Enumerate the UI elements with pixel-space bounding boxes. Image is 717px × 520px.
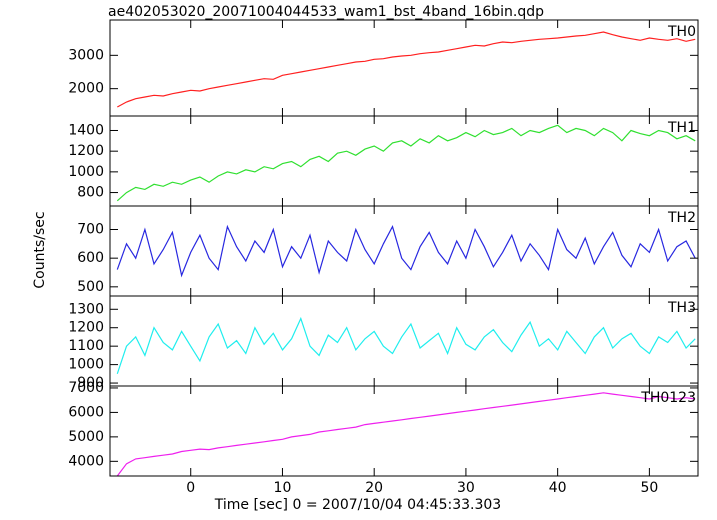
x-tick-label: 30 [457,480,475,496]
y-tick-label: 500 [77,279,104,295]
x-tick-label: 10 [274,480,292,496]
y-tick-label: 2000 [68,81,104,97]
data-line [116,316,696,374]
panel-frame [109,205,699,297]
panel-label: TH1 [667,120,696,136]
y-tick-label: 4000 [68,453,104,469]
panel-label: TH0123 [640,390,696,406]
y-tick-label: 5000 [68,429,104,445]
y-tick-label: 3000 [68,47,104,63]
x-axis-label: Time [sec] 0 = 2007/10/04 04:45:33.303 [214,497,501,513]
data-line [116,124,696,202]
panel-label: TH0 [667,24,696,40]
chart-title: ae402053020_20071004044533_wam1_bst_4ban… [108,4,544,20]
y-tick-label: 600 [77,250,104,266]
y-tick-label: 1000 [68,357,104,373]
data-line [116,392,696,476]
y-axis-label: Counts/sec [32,211,48,288]
y-tick-label: 1100 [68,338,104,354]
y-tick-label: 7000 [68,380,104,396]
y-tick-label: 1200 [68,320,104,336]
x-tick-label: 20 [365,480,383,496]
y-tick-label: 1200 [68,143,104,159]
x-tick-label: 0 [186,480,195,496]
data-line [116,224,696,278]
panel-frame [109,385,699,477]
y-tick-label: 1300 [68,301,104,317]
y-tick-label: 800 [77,185,104,201]
y-tick-label: 700 [77,222,104,238]
panel-frame [109,115,699,207]
y-tick-label: 900 [77,375,104,391]
panel-label: TH3 [667,300,696,316]
y-tick-label: 6000 [68,404,104,420]
y-tick-label: 1000 [68,164,104,180]
data-line [117,31,696,108]
y-tick-label: 1400 [68,122,104,138]
x-tick-label: 40 [549,480,567,496]
panel-label: TH2 [667,210,696,226]
x-tick-label: 50 [640,480,658,496]
